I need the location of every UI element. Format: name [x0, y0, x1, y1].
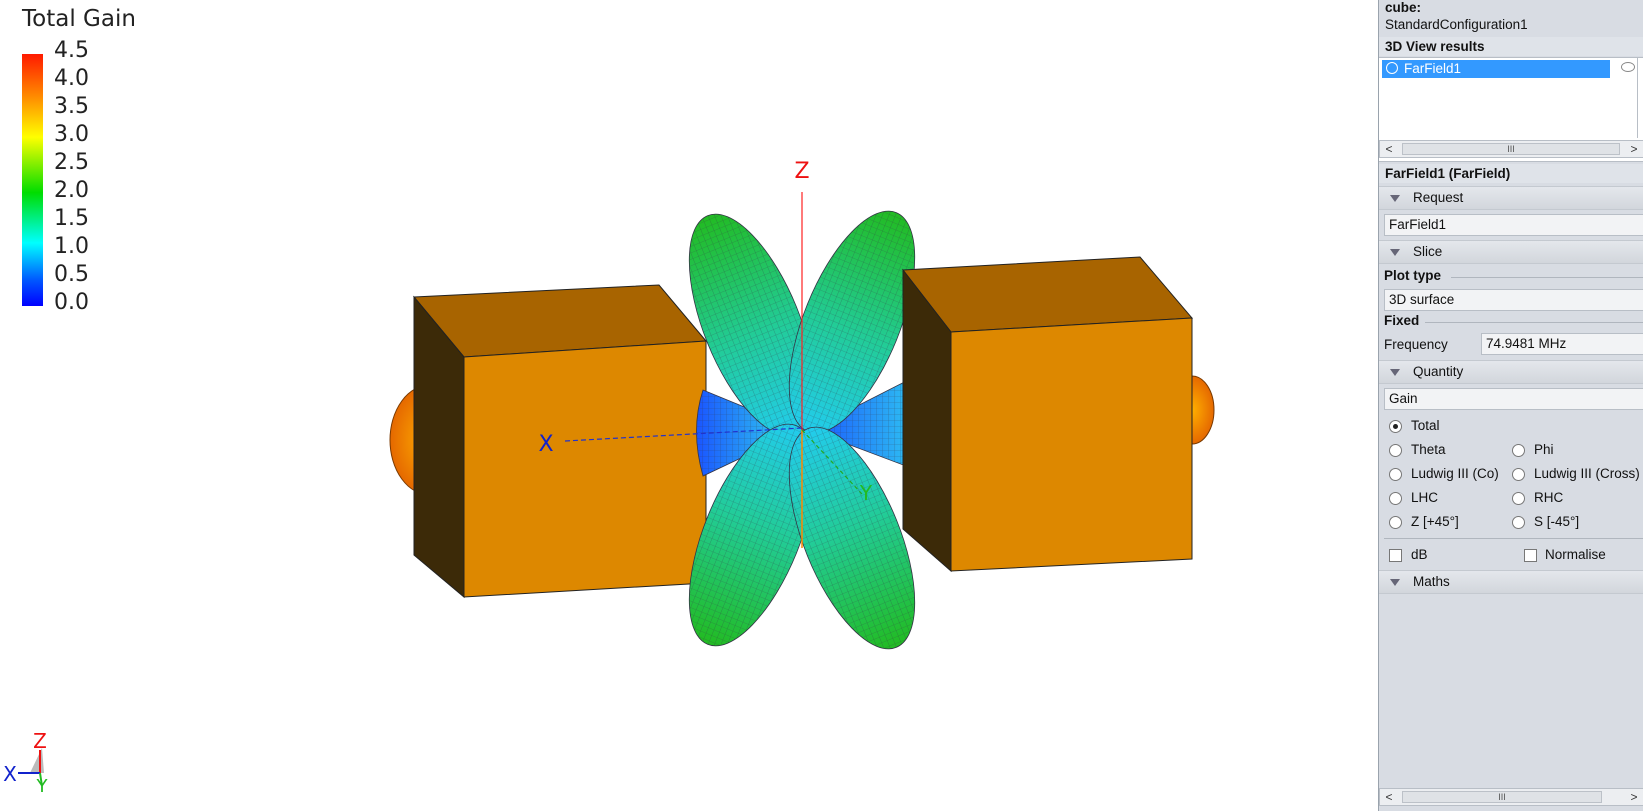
results-header: 3D View results [1379, 37, 1643, 56]
radio-s45-label: S [-45°] [1534, 514, 1580, 529]
legend-tick-label: 1.0 [54, 234, 89, 259]
x-axis-label: X [538, 432, 553, 457]
triad-x-label: X [3, 762, 17, 786]
right-cube[interactable] [902, 256, 1194, 573]
scroll-right-icon[interactable]: > [1630, 790, 1638, 804]
legend-tick-label: 2.5 [54, 150, 89, 175]
divider [1451, 277, 1643, 278]
scene-canvas[interactable]: Z X Y Z X Y [0, 0, 1378, 811]
legend-tick-label: 2.0 [54, 178, 89, 203]
legend-tick-label: 3.0 [54, 122, 89, 147]
results-item-label: FarField1 [1404, 61, 1462, 76]
legend-tick-label: 4.5 [54, 38, 89, 63]
collapse-triangle-icon [1390, 579, 1400, 586]
legend-tick-label: 4.0 [54, 66, 89, 91]
legend-tick-label: 3.5 [54, 94, 89, 119]
legend-tick-label: 0.5 [54, 262, 89, 287]
radio-ludwig-cross[interactable] [1512, 468, 1525, 481]
radio-theta-label: Theta [1411, 442, 1446, 457]
fixed-label: Fixed [1384, 313, 1420, 328]
eye-icon[interactable] [1621, 62, 1635, 72]
scroll-thumb[interactable]: III [1402, 143, 1620, 155]
normalise-checkbox[interactable] [1524, 549, 1537, 562]
request-field[interactable]: FarField1 [1384, 214, 1643, 236]
quantity-field[interactable]: Gain [1384, 388, 1643, 410]
radio-ludwig-cross-label: Ludwig III (Cross) [1534, 466, 1640, 481]
radio-s45[interactable] [1512, 516, 1525, 529]
radio-z45-label: Z [+45°] [1411, 514, 1459, 529]
radio-total-label: Total [1411, 418, 1440, 433]
slice-section-toggle[interactable]: Slice [1379, 240, 1643, 264]
db-label: dB [1411, 547, 1428, 562]
properties-panel: cube: StandardConfiguration1 3D View res… [1378, 0, 1643, 811]
results-item-farfield1[interactable]: FarField1 [1382, 60, 1610, 78]
collapse-triangle-icon [1390, 195, 1400, 202]
triad-z-label: Z [33, 729, 47, 753]
scroll-left-icon[interactable]: < [1385, 790, 1393, 804]
config-value: StandardConfiguration1 [1385, 17, 1528, 32]
radio-rhc[interactable] [1512, 492, 1525, 505]
scene-axes: Z X Y [538, 159, 873, 548]
radio-z45[interactable] [1389, 516, 1402, 529]
3d-viewport[interactable]: Z X Y Z X Y Total Gain 4.5 4.0 3.5 3.0 2.5 2.… [0, 0, 1378, 811]
legend-title: Total Gain [22, 6, 136, 32]
radio-phi-label: Phi [1534, 442, 1554, 457]
radio-total[interactable] [1389, 420, 1402, 433]
y-axis-label: Y [859, 481, 873, 505]
scroll-thumb[interactable]: III [1402, 791, 1602, 803]
collapse-triangle-icon [1390, 369, 1400, 376]
normalise-label: Normalise [1545, 547, 1606, 562]
triad-y-label: Y [36, 776, 49, 797]
radio-theta[interactable] [1389, 444, 1402, 457]
radio-lhc-label: LHC [1411, 490, 1439, 505]
radiation-pattern [688, 210, 941, 650]
divider [1384, 538, 1643, 539]
plot-type-label: Plot type [1384, 268, 1442, 283]
radio-ludwig-co[interactable] [1389, 468, 1402, 481]
request-label: Request [1413, 190, 1464, 205]
results-h-scrollbar[interactable]: < III > [1379, 140, 1643, 158]
radio-rhc-label: RHC [1534, 490, 1564, 505]
legend-tick-label: 0.0 [54, 290, 89, 315]
request-section-toggle[interactable]: Request [1379, 186, 1643, 210]
farfield-icon [1386, 62, 1398, 74]
divider [1425, 322, 1643, 323]
orientation-triad-icon: Z X Y [3, 729, 48, 797]
db-checkbox[interactable] [1389, 549, 1402, 562]
config-label: cube: [1385, 0, 1422, 15]
radio-phi[interactable] [1512, 444, 1525, 457]
radio-lhc[interactable] [1389, 492, 1402, 505]
maths-label: Maths [1413, 574, 1450, 589]
slice-label: Slice [1413, 244, 1443, 259]
frequency-label: Frequency [1384, 337, 1448, 352]
z-axis-label: Z [794, 159, 809, 184]
left-cube[interactable] [412, 284, 708, 599]
quantity-label: Quantity [1413, 364, 1464, 379]
props-header: FarField1 (FarField) [1379, 164, 1643, 183]
scroll-left-icon[interactable]: < [1385, 142, 1393, 156]
panel-h-scrollbar[interactable]: < III > [1379, 788, 1643, 806]
legend-color-bar [22, 54, 43, 306]
quantity-section-toggle[interactable]: Quantity [1379, 360, 1643, 384]
radio-ludwig-co-label: Ludwig III (Co) [1411, 466, 1499, 481]
plot-type-field[interactable]: 3D surface [1384, 289, 1643, 311]
frequency-field[interactable]: 74.9481 MHz [1481, 333, 1643, 355]
scroll-right-icon[interactable]: > [1630, 142, 1638, 156]
maths-section-toggle[interactable]: Maths [1379, 570, 1643, 594]
legend-tick-label: 1.5 [54, 206, 89, 231]
collapse-triangle-icon [1390, 249, 1400, 256]
list-divider [1637, 58, 1638, 138]
